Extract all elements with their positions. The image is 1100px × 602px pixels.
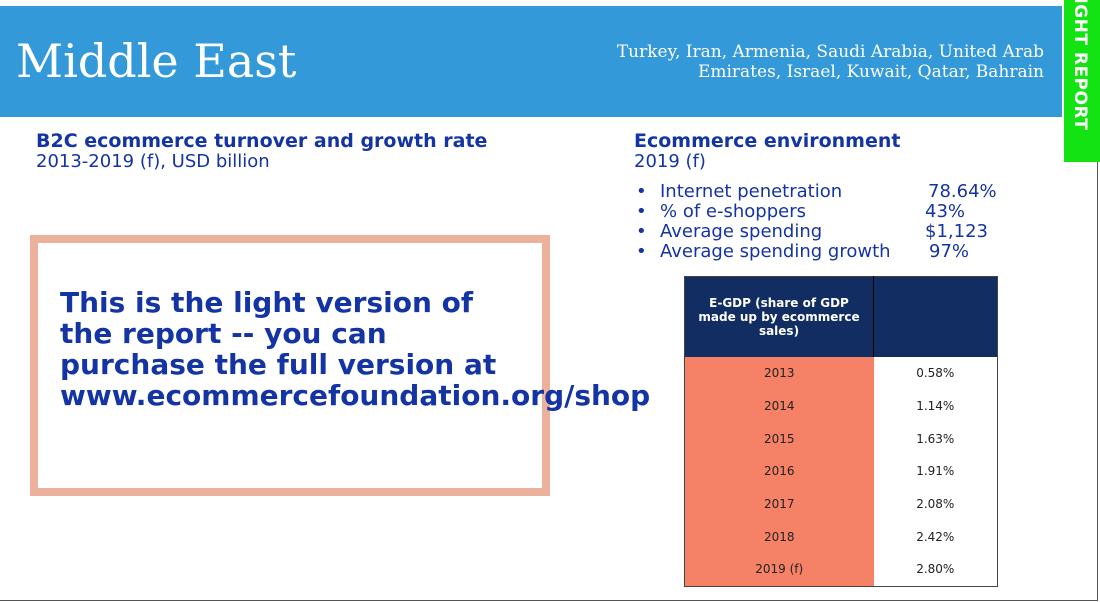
year-cell: 2016 — [684, 455, 874, 488]
bullet-icon: • — [636, 241, 647, 262]
item-label: % of e-shoppers — [660, 201, 806, 222]
table-row: 2016 1.91% — [684, 455, 998, 488]
item-label: Average spending — [660, 221, 823, 242]
item-value: 78.64% — [928, 181, 997, 202]
year-cell: 2018 — [684, 520, 874, 554]
item-value: 97% — [929, 241, 970, 262]
list-item: • Average spending $1,123 — [636, 222, 1016, 242]
value-cell: 1.14% — [916, 399, 955, 414]
bullet-icon: • — [636, 181, 647, 202]
year-cell: 2015 — [684, 422, 874, 456]
bullet-icon: • — [636, 221, 647, 242]
table-header-empty — [873, 276, 998, 357]
list-item: • % of e-shoppers 43% — [636, 202, 1016, 222]
header-banner: Middle East Turkey, Iran, Armenia, Saudi… — [0, 6, 1062, 117]
year-cell: 2019 (f) — [684, 553, 874, 587]
country-list: Turkey, Iran, Armenia, Saudi Arabia, Uni… — [616, 42, 1044, 82]
item-value: 43% — [925, 201, 966, 222]
item-label: Internet penetration — [660, 181, 843, 202]
year-cell: 2014 — [684, 389, 874, 423]
page-title: Middle East — [16, 34, 297, 88]
value-cell: 2.42% — [916, 529, 955, 544]
bullet-icon: • — [636, 201, 647, 222]
year-cell: 2017 — [684, 487, 874, 521]
tab-label: LIGHT REPORT — [1070, 0, 1090, 131]
value-cell: 0.58% — [916, 366, 955, 381]
table-row: 2014 1.14% — [684, 389, 998, 423]
value-cell: 2.08% — [916, 497, 955, 512]
env-heading: Ecommerce environment — [634, 130, 901, 152]
chart-heading: B2C ecommerce turnover and growth rate — [36, 130, 488, 152]
value-cell: 2.80% — [916, 562, 955, 577]
value-cell: 1.63% — [916, 431, 955, 446]
light-report-tab: LIGHT REPORT — [1064, 0, 1100, 162]
notice-text: This is the light version of the report … — [60, 286, 651, 412]
list-item: • Average spending growth 97% — [636, 242, 1016, 262]
table-row: 2018 2.42% — [684, 520, 998, 554]
env-subheading: 2019 (f) — [634, 151, 706, 172]
year-cell: 2013 — [684, 357, 874, 390]
table-row: 2017 2.08% — [684, 487, 998, 521]
chart-subheading: 2013-2019 (f), USD billion — [36, 151, 270, 172]
item-label: Average spending growth — [660, 241, 891, 262]
list-item: • Internet penetration 78.64% — [636, 182, 1016, 202]
table-row: 2013 0.58% — [684, 357, 998, 390]
env-list: • Internet penetration 78.64% • % of e-shop… — [636, 182, 1016, 262]
item-value: $1,123 — [925, 221, 988, 242]
table-row: 2019 (f) 2.80% — [684, 553, 998, 587]
value-cell: 1.91% — [916, 464, 955, 479]
table-header: E-GDP (share of GDP made up by ecommerce… — [684, 276, 874, 357]
egdp-table: E-GDP (share of GDP made up by ecommerce… — [684, 276, 998, 587]
light-version-notice: This is the light version of the report … — [30, 235, 651, 496]
table-row: 2015 1.63% — [684, 422, 998, 456]
